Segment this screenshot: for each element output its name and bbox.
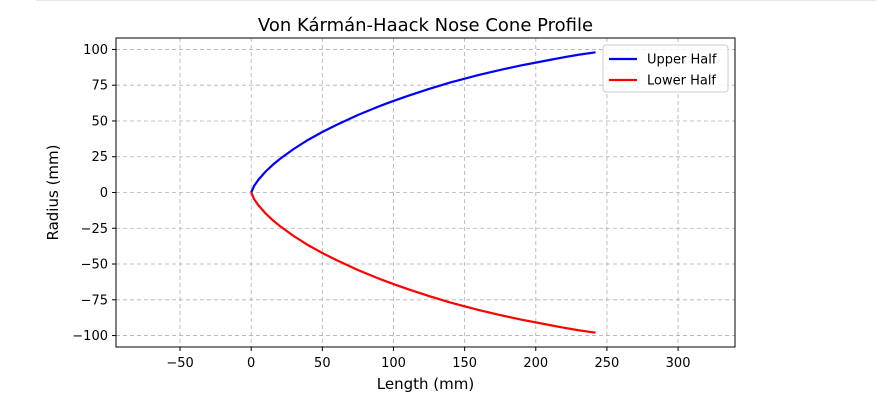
x-tick-label: 200 [523,356,548,371]
x-tick-label: 300 [666,356,691,371]
chart-title: Von Kármán-Haack Nose Cone Profile [258,15,593,36]
series-lines [250,51,596,334]
legend: Upper Half Lower Half [602,44,729,93]
series-line-upper-half [250,51,596,193]
x-tick-label: 0 [247,356,255,371]
y-tick-label: 75 [91,79,108,94]
x-axis-label: Length (mm) [377,375,474,393]
x-tick-label: 250 [595,356,620,371]
y-tick-label: 50 [91,114,108,129]
axis-ticks: −50 0 50 100 150 200 250 3001007550250−25−50−75… [72,43,690,371]
y-tick-label: −100 [72,329,108,344]
y-tick-label: 25 [91,150,108,165]
y-tick-label: 100 [83,43,108,58]
x-tick-label: −50 [166,356,193,371]
y-tick-label: −25 [81,222,108,237]
legend-label-lower-half: Lower Half [647,74,716,89]
top-divider [36,0,876,1]
x-tick-label: 100 [381,356,406,371]
x-tick-label: 150 [452,356,477,371]
y-tick-label: 0 [100,186,108,201]
series-line-lower-half [250,192,596,334]
y-axis-label: Radius (mm) [44,145,62,241]
y-tick-label: −75 [81,293,108,308]
legend-label-upper-half: Upper Half [647,53,717,68]
x-tick-label: 50 [314,356,331,371]
y-tick-label: −50 [81,258,108,273]
